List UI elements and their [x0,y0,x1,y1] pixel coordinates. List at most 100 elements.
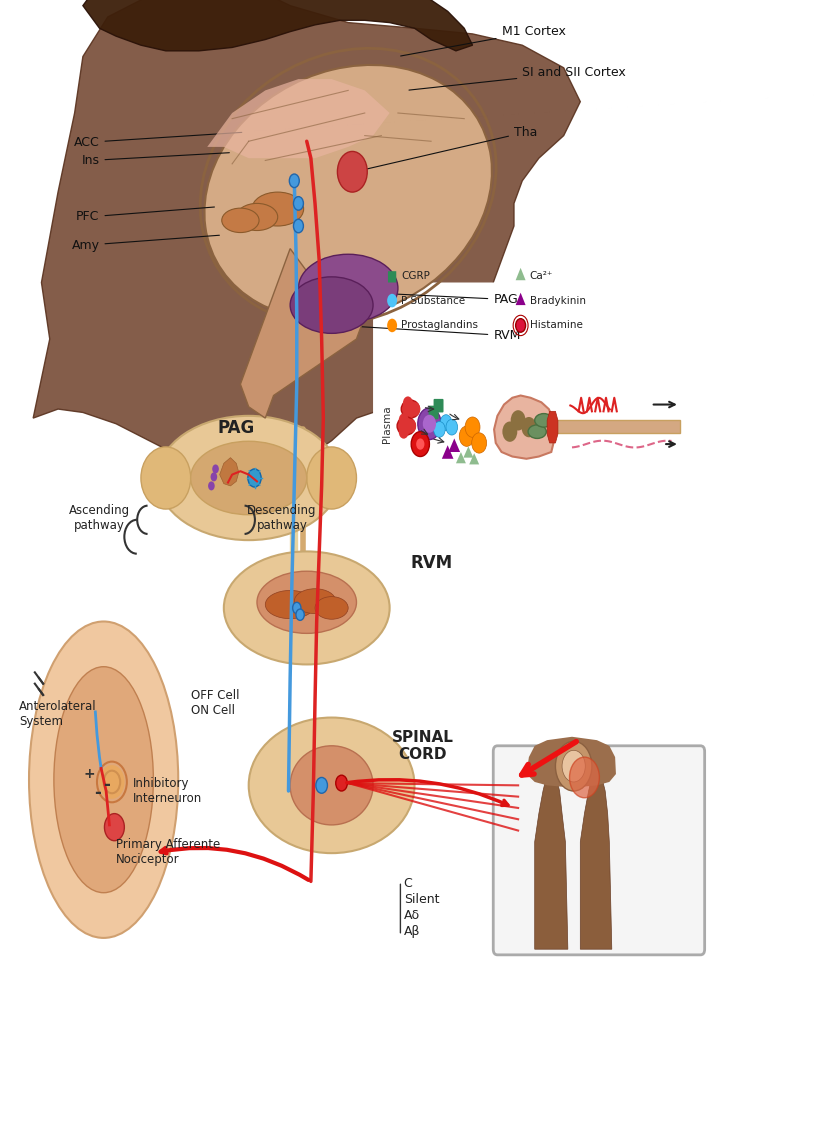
Text: +: + [84,767,95,781]
Polygon shape [526,737,615,788]
Circle shape [411,432,429,457]
Ellipse shape [190,441,306,515]
Circle shape [515,319,525,332]
Circle shape [510,410,525,431]
Text: -: - [94,784,101,802]
Polygon shape [207,79,389,158]
Polygon shape [448,438,460,452]
Text: Ca²⁺: Ca²⁺ [529,271,552,280]
Circle shape [402,397,412,410]
Text: Tha: Tha [357,125,537,171]
Ellipse shape [224,551,389,664]
Circle shape [100,766,123,798]
Ellipse shape [397,417,415,435]
Text: Ascending
pathway: Ascending pathway [69,504,130,531]
Ellipse shape [257,571,356,633]
Ellipse shape [157,416,339,540]
Polygon shape [240,249,364,418]
Text: Inhibitory
Interneuron: Inhibitory Interneuron [132,777,202,805]
Text: ACC: ACC [74,132,242,149]
Polygon shape [493,396,555,459]
Polygon shape [515,268,525,280]
Ellipse shape [315,597,348,619]
Circle shape [471,433,486,453]
Circle shape [387,294,397,307]
Polygon shape [469,453,479,464]
Text: Primary Afferente
Nociceptor: Primary Afferente Nociceptor [116,838,220,866]
Circle shape [387,319,397,332]
Ellipse shape [294,589,335,614]
Circle shape [402,408,412,421]
Ellipse shape [290,277,373,333]
Text: Aδ: Aδ [403,909,419,922]
Circle shape [293,219,303,233]
Circle shape [433,421,445,437]
Text: Prostaglandins: Prostaglandins [401,321,478,330]
Text: Amy: Amy [71,235,219,252]
Circle shape [104,814,124,841]
Circle shape [459,426,474,446]
Text: PAG: PAG [346,292,518,306]
Circle shape [289,174,299,188]
Circle shape [335,775,347,791]
Circle shape [440,415,451,431]
Ellipse shape [401,400,419,418]
Polygon shape [546,411,557,443]
Ellipse shape [306,446,356,508]
Circle shape [502,421,517,442]
Ellipse shape [54,667,153,893]
Ellipse shape [252,192,303,226]
Text: RVM: RVM [342,325,520,342]
Text: SPINAL
CORD: SPINAL CORD [392,730,453,762]
FancyBboxPatch shape [428,406,438,419]
Text: PAG: PAG [218,419,254,437]
Circle shape [417,408,440,440]
Circle shape [422,415,436,433]
Ellipse shape [236,203,277,231]
Polygon shape [515,293,525,305]
Text: SI and SII Cortex: SI and SII Cortex [408,66,625,90]
Polygon shape [273,763,389,825]
Circle shape [292,602,301,614]
Polygon shape [441,445,453,459]
Polygon shape [534,763,567,949]
Text: Histamine: Histamine [529,321,582,330]
Circle shape [208,481,214,490]
Text: PFC: PFC [76,207,214,224]
Circle shape [398,414,408,427]
Circle shape [315,777,327,793]
Polygon shape [83,0,472,51]
Circle shape [406,419,416,433]
Polygon shape [248,588,364,646]
Ellipse shape [29,622,178,938]
FancyBboxPatch shape [433,399,443,412]
Polygon shape [219,458,238,486]
Ellipse shape [534,414,552,427]
Circle shape [293,197,303,210]
Circle shape [212,464,219,473]
Circle shape [569,757,599,798]
Circle shape [445,419,457,435]
Text: -: - [103,776,109,794]
Circle shape [398,425,408,438]
Text: Plasma: Plasma [382,405,392,443]
Polygon shape [33,0,580,486]
Text: RVM: RVM [410,554,451,572]
Text: Anterolateral
System: Anterolateral System [19,701,97,728]
Text: Silent: Silent [403,893,439,906]
Circle shape [248,469,261,487]
Ellipse shape [290,746,373,825]
Circle shape [465,417,479,437]
Text: CGRP: CGRP [401,271,430,280]
Polygon shape [580,763,611,949]
Ellipse shape [205,64,491,320]
Circle shape [561,750,585,782]
Text: Ins: Ins [81,153,229,167]
Circle shape [410,402,420,416]
Text: Descending
pathway: Descending pathway [247,504,316,531]
Ellipse shape [298,254,397,322]
Circle shape [210,472,217,481]
Polygon shape [455,452,465,463]
Ellipse shape [248,718,414,853]
FancyBboxPatch shape [388,271,396,282]
